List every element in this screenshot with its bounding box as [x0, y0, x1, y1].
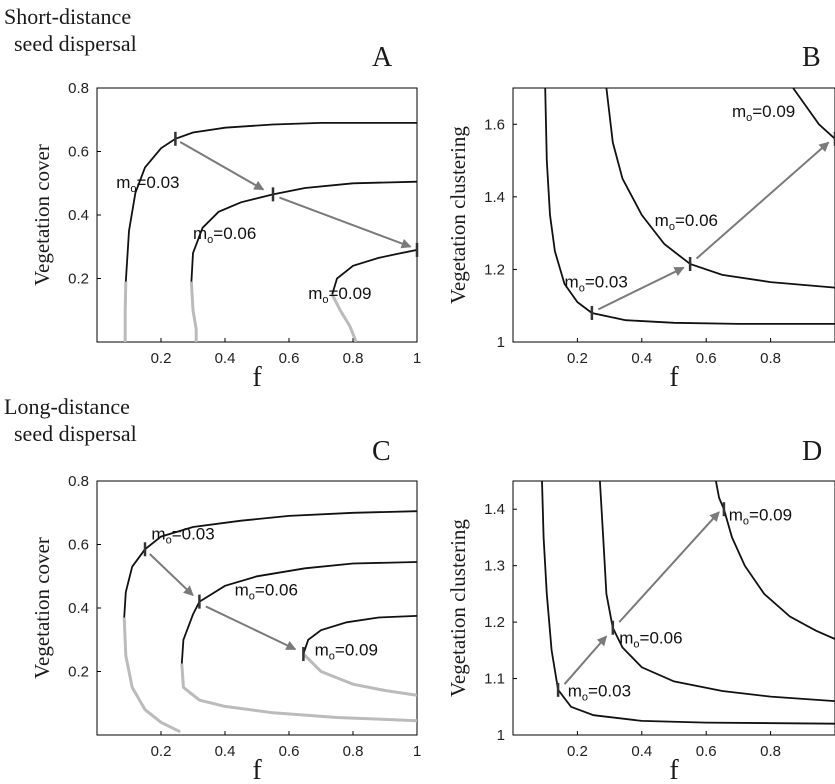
- y-axis-label: Vegetation clustering: [446, 126, 470, 304]
- y-tick-label: 0.8: [68, 80, 89, 97]
- x-tick-label: 0.4: [215, 350, 236, 367]
- x-tick-label: 0.4: [631, 350, 652, 367]
- x-tick-label: 0.6: [279, 350, 300, 367]
- panel-a: A 0.2 0.4 0.6 0.8 1 0.2 0.4 0.6 0.8 f Vegetation co…: [30, 42, 421, 393]
- panel-d: D 0.2 0.4 0.6 0.8 1 1.1 1.2 1.3 1.4 f Vegetation cl…: [446, 436, 835, 784]
- y-tick-label: 0.2: [68, 664, 89, 681]
- stable-branch-line: [544, 88, 835, 325]
- x-tick-label: 0.8: [760, 743, 781, 760]
- series-label: mo=0.06: [655, 211, 718, 233]
- stable-branch-line: [792, 88, 835, 140]
- shift-arrow: [695, 141, 830, 260]
- x-axis-label: f: [252, 755, 262, 784]
- plot-frame: [512, 87, 835, 343]
- series-label: mo=0.03: [568, 682, 631, 704]
- x-tick-label: 0.8: [343, 350, 364, 367]
- series-label: mo=0.09: [315, 641, 378, 663]
- series-label: mo=0.09: [308, 284, 371, 306]
- unstable-branch-line: [122, 617, 181, 734]
- unstable-branch-line: [180, 663, 417, 723]
- x-tick-label: 0.2: [567, 743, 588, 760]
- series-label: mo=0.09: [729, 506, 792, 528]
- y-tick-label: 1.6: [484, 116, 505, 133]
- stable-branch-line: [605, 88, 835, 289]
- x-tick-label: 0.6: [696, 350, 717, 367]
- y-tick-label: 1: [497, 727, 505, 744]
- panel-c: C 0.2 0.4 0.6 0.8 1 0.2 0.4 0.6 0.8 f Vegetation co…: [30, 436, 421, 784]
- x-tick-label: 0.4: [215, 743, 236, 760]
- y-tick-label: 0.4: [68, 207, 89, 224]
- x-tick-label: 1: [413, 743, 421, 760]
- y-tick-label: 1.4: [484, 501, 505, 518]
- series-label: mo=0.03: [116, 173, 179, 195]
- stable-branch-line: [190, 180, 417, 282]
- shift-arrow: [618, 511, 720, 623]
- panel-letter: B: [802, 42, 821, 73]
- series-label: mo=0.06: [619, 629, 682, 651]
- series-label: mo=0.06: [235, 580, 298, 602]
- stable-branch-line: [715, 481, 835, 640]
- stable-branch-line: [124, 122, 417, 282]
- stable-branch-line: [599, 481, 835, 702]
- y-tick-label: 0.6: [68, 144, 89, 161]
- y-axis-label: Vegetation cover: [30, 144, 54, 286]
- x-axis-label: f: [669, 362, 679, 393]
- panel-letter: D: [802, 436, 822, 467]
- top-row-title-line1: Short-distance: [4, 4, 131, 29]
- series-label: mo=0.03: [565, 273, 628, 295]
- x-tick-label: 0.8: [760, 350, 781, 367]
- y-axis-label: Vegetation clustering: [446, 519, 470, 697]
- x-tick-label: 0.8: [343, 743, 364, 760]
- unstable-branch-line: [123, 281, 128, 342]
- y-tick-label: 0.8: [68, 473, 89, 490]
- x-axis-label: f: [252, 362, 262, 393]
- series-label: mo=0.09: [732, 102, 795, 124]
- panel-letter: A: [372, 42, 393, 73]
- y-tick-label: 0.2: [68, 271, 89, 288]
- x-tick-label: 0.2: [151, 350, 172, 367]
- bottom-row-title-line1: Long-distance: [4, 394, 130, 419]
- series-label: mo=0.03: [151, 525, 214, 547]
- unstable-branch-line: [330, 293, 358, 342]
- stable-branch-line: [302, 615, 417, 655]
- y-tick-label: 0.4: [68, 600, 89, 617]
- series-label: mo=0.06: [193, 224, 256, 246]
- shift-arrow: [179, 141, 265, 191]
- x-tick-label: 0.2: [567, 350, 588, 367]
- x-axis-label: f: [669, 755, 679, 784]
- x-tick-label: 0.6: [696, 743, 717, 760]
- panel-b: B 0.2 0.4 0.6 0.8 1 1.2 1.4 1.6 f Vegetation clust…: [446, 42, 835, 393]
- x-tick-label: 1: [413, 350, 421, 367]
- x-tick-label: 0.2: [151, 743, 172, 760]
- shift-arrow: [149, 553, 194, 597]
- y-tick-label: 1.4: [484, 189, 505, 206]
- y-tick-label: 1.3: [484, 558, 505, 575]
- y-tick-label: 1.2: [484, 614, 505, 631]
- bottom-row-title-line2: seed dispersal: [14, 421, 137, 446]
- y-axis-label: Vegetation cover: [30, 537, 54, 679]
- x-tick-label: 0.6: [279, 743, 300, 760]
- stable-branch-line: [331, 249, 417, 295]
- y-tick-label: 0.6: [68, 537, 89, 554]
- stable-branch-line: [180, 561, 417, 664]
- unstable-branch-line: [189, 281, 198, 342]
- shift-arrow: [563, 635, 608, 685]
- plot-frame: [512, 480, 835, 736]
- x-tick-label: 0.4: [631, 743, 652, 760]
- top-row-title-line2: seed dispersal: [14, 31, 137, 56]
- y-tick-label: 1.2: [484, 261, 505, 278]
- stable-branch-line: [541, 481, 835, 725]
- unstable-branch-line: [302, 652, 417, 697]
- shift-arrow: [279, 196, 412, 249]
- y-tick-label: 1: [497, 334, 505, 351]
- shift-arrow: [205, 605, 297, 651]
- panel-letter: C: [372, 436, 391, 467]
- shift-arrow: [597, 266, 685, 311]
- stable-branch-line: [123, 510, 417, 618]
- y-tick-label: 1.1: [484, 671, 505, 688]
